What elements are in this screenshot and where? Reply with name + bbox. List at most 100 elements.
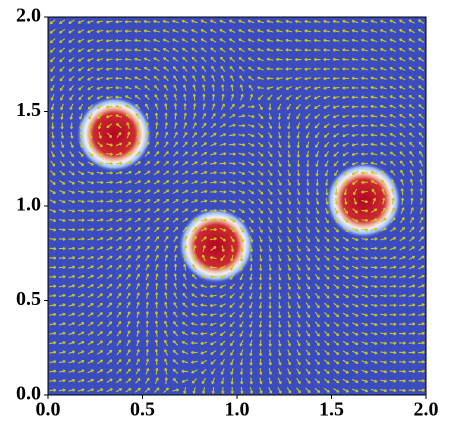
- arrow-head: [345, 389, 349, 393]
- arrow-head: [77, 49, 81, 53]
- arrow-head: [155, 254, 159, 258]
- arrow-head: [326, 380, 330, 384]
- arrow-head: [153, 38, 157, 42]
- arrow-head: [96, 58, 100, 62]
- arrow-head: [229, 304, 233, 308]
- arrow-head: [296, 164, 301, 167]
- arrow-head: [194, 199, 198, 203]
- arrow-head: [115, 86, 119, 90]
- arrow-head: [90, 378, 94, 382]
- arrow-head: [223, 218, 227, 223]
- arrow-head: [361, 133, 364, 137]
- arrow-head: [323, 115, 327, 119]
- arrow-head: [229, 343, 233, 347]
- arrow-head: [100, 190, 104, 194]
- arrow-head: [285, 48, 289, 52]
- arrow-head: [200, 274, 204, 278]
- arrow-head: [365, 360, 368, 364]
- arrow-head: [345, 342, 349, 346]
- arrow-head: [213, 246, 217, 250]
- arrow-head: [156, 170, 160, 174]
- arrow-head: [72, 274, 76, 279]
- arrow-head: [288, 371, 292, 375]
- arrow-head: [278, 390, 282, 394]
- arrow-head: [336, 248, 340, 252]
- arrow-head: [316, 352, 320, 356]
- arrow-head: [278, 192, 282, 196]
- arrow-head: [374, 351, 378, 355]
- arrow-head: [68, 58, 72, 62]
- arrow-head: [384, 313, 387, 317]
- arrow-head: [307, 286, 311, 290]
- arrow-head: [278, 315, 282, 319]
- arrow-head: [209, 284, 213, 289]
- arrow-head: [118, 264, 122, 268]
- arrow-head: [250, 210, 255, 214]
- arrow-head: [89, 144, 93, 148]
- arrow-head: [136, 349, 140, 353]
- y-tick-label: 1.0: [16, 194, 41, 216]
- arrow-head: [59, 68, 63, 72]
- arrow-head: [380, 179, 384, 183]
- arrow-head: [355, 275, 359, 279]
- arrow-head: [96, 96, 100, 100]
- arrow-head: [268, 315, 272, 319]
- arrow-head: [100, 359, 104, 363]
- arrow-head: [81, 312, 85, 316]
- arrow-head: [182, 56, 186, 60]
- arrow-head: [297, 201, 301, 205]
- arrow-head: [412, 379, 416, 383]
- arrow-head: [166, 198, 170, 202]
- arrow-head: [181, 38, 185, 42]
- arrow-head: [389, 66, 393, 71]
- arrow-head: [109, 388, 113, 392]
- arrow-head: [316, 333, 320, 337]
- arrow-head: [297, 343, 301, 347]
- arrow-head: [241, 104, 245, 108]
- arrow-head: [223, 171, 227, 175]
- arrow-head: [304, 96, 308, 100]
- arrow-head: [62, 218, 66, 223]
- arrow-head: [316, 276, 320, 280]
- arrow-head: [342, 124, 346, 128]
- arrow-head: [408, 95, 412, 99]
- arrow-head: [307, 277, 311, 281]
- arrow-head: [62, 312, 66, 316]
- arrow-head: [72, 312, 76, 316]
- arrow-head: [326, 276, 330, 280]
- arrow-head: [336, 276, 340, 280]
- arrow-head: [143, 38, 147, 42]
- arrow-head: [173, 301, 177, 305]
- arrow-head: [96, 67, 100, 71]
- arrow-head: [210, 29, 214, 33]
- arrow-head: [326, 370, 330, 375]
- arrow-head: [287, 145, 291, 149]
- arrow-head: [229, 333, 233, 337]
- arrow-head: [81, 172, 85, 176]
- arrow-head: [351, 152, 355, 157]
- arrow-head: [109, 321, 113, 325]
- arrow-head: [355, 266, 359, 270]
- arrow-head: [393, 322, 397, 326]
- arrow-head: [181, 47, 185, 51]
- arrow-head: [297, 239, 301, 243]
- arrow-head: [287, 315, 291, 319]
- arrow-head: [399, 38, 403, 42]
- arrow-head: [81, 378, 85, 383]
- arrow-head: [91, 227, 95, 232]
- arrow-head: [210, 351, 214, 355]
- arrow-head: [384, 294, 387, 298]
- arrow-head: [370, 170, 374, 175]
- arrow-head: [409, 169, 413, 173]
- arrow-head: [184, 226, 188, 230]
- arrow-head: [384, 256, 387, 260]
- arrow-head: [211, 65, 215, 69]
- arrow-head: [241, 200, 245, 204]
- arrow-head: [402, 265, 406, 269]
- arrow-head: [259, 249, 263, 252]
- arrow-head: [210, 361, 214, 365]
- arrow-head: [209, 275, 213, 279]
- arrow-head: [229, 286, 233, 290]
- arrow-head: [304, 77, 308, 81]
- arrow-head: [230, 249, 235, 253]
